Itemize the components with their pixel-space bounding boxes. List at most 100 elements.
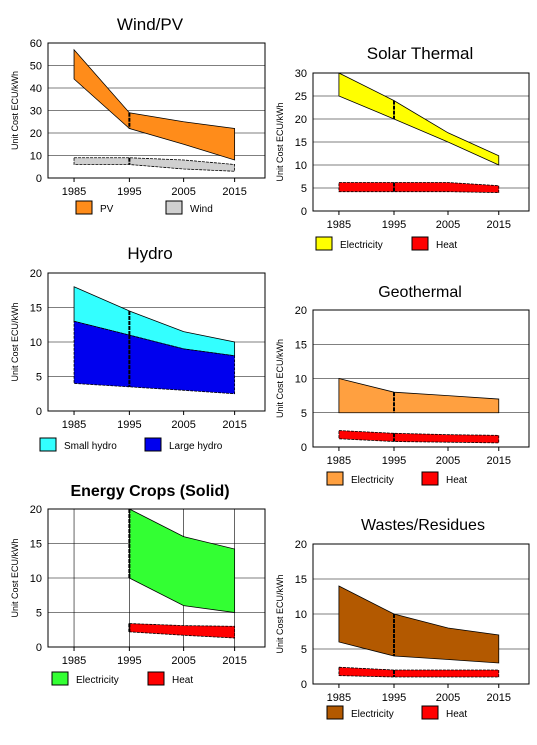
legend-swatch bbox=[421, 705, 439, 720]
y-axis-label: Unit Cost ECU/kWh bbox=[10, 538, 20, 617]
x-tick-label: 2005 bbox=[171, 419, 195, 431]
band-large-hydro bbox=[73, 320, 236, 395]
y-tick-label: 5 bbox=[36, 608, 42, 620]
x-tick-label: 1995 bbox=[117, 419, 141, 431]
x-tick-label: 2005 bbox=[171, 186, 195, 198]
chart-5: Energy Crops (Solid) 0 5 10 15 20 1985 1995 2005… bbox=[10, 483, 266, 686]
y-axis-label: Unit Cost ECU/kWh bbox=[10, 302, 20, 381]
x-tick-label: 2015 bbox=[222, 419, 246, 431]
y-tick-label: 10 bbox=[30, 573, 42, 585]
y-axis-label: Unit Cost ECU/kWh bbox=[275, 102, 285, 181]
y-tick-label: 30 bbox=[30, 106, 42, 118]
y-tick-label: 15 bbox=[295, 137, 307, 149]
legend-label: PV bbox=[100, 204, 114, 215]
y-tick-label: 20 bbox=[30, 128, 42, 140]
x-tick-label: 2015 bbox=[487, 455, 511, 467]
y-tick-label: 15 bbox=[30, 303, 42, 315]
y-tick-label: 5 bbox=[36, 372, 42, 384]
chart-1: Wind/PV 0 10 20 30 40 50 60 1985 1995 2005 2015 Unit… bbox=[10, 15, 266, 215]
x-tick-label: 2005 bbox=[436, 692, 460, 704]
x-tick-label: 1985 bbox=[62, 655, 86, 667]
legend-swatch bbox=[51, 671, 69, 686]
x-tick-label: 2005 bbox=[171, 655, 195, 667]
legend-swatch bbox=[326, 705, 344, 720]
y-tick-label: 15 bbox=[295, 339, 307, 351]
x-tick-label: 1995 bbox=[117, 655, 141, 667]
chart-title: Wastes/Residues bbox=[361, 517, 485, 534]
legend-swatch bbox=[421, 471, 439, 486]
legend-label: Heat bbox=[446, 475, 467, 486]
legend-label: Electricity bbox=[351, 475, 394, 486]
legend-label: Heat bbox=[436, 240, 457, 251]
x-tick-label: 1995 bbox=[382, 219, 406, 231]
legend-label: Wind bbox=[190, 204, 213, 215]
y-tick-label: 10 bbox=[295, 609, 307, 621]
y-tick-label: 40 bbox=[30, 83, 42, 95]
y-tick-label: 5 bbox=[301, 644, 307, 656]
chart-3: Hydro 0 5 10 15 20 1985 1995 2005 2015 Unit Cost E… bbox=[10, 244, 266, 452]
y-tick-label: 10 bbox=[30, 337, 42, 349]
legend-label: Heat bbox=[172, 675, 193, 686]
y-tick-label: 30 bbox=[295, 68, 307, 80]
y-tick-label: 15 bbox=[30, 539, 42, 551]
chart-2: Solar Thermal 0 5 10 15 20 25 30 1985 1995 2005 201… bbox=[275, 44, 530, 251]
y-tick-label: 10 bbox=[295, 374, 307, 386]
x-tick-label: 2005 bbox=[436, 219, 460, 231]
y-tick-label: 0 bbox=[36, 406, 42, 418]
chart-title: Geothermal bbox=[378, 284, 462, 301]
y-tick-label: 20 bbox=[30, 268, 42, 280]
legend-swatch bbox=[411, 236, 429, 251]
band-heat bbox=[338, 182, 500, 194]
y-tick-label: 0 bbox=[36, 173, 42, 185]
y-tick-label: 5 bbox=[301, 183, 307, 195]
chart-title: Wind/PV bbox=[117, 15, 184, 34]
x-tick-label: 1985 bbox=[327, 455, 351, 467]
x-tick-label: 2015 bbox=[487, 692, 511, 704]
y-tick-label: 10 bbox=[295, 160, 307, 172]
y-axis-label: Unit Cost ECU/kWh bbox=[275, 339, 285, 418]
band-pv bbox=[73, 48, 236, 161]
y-tick-label: 20 bbox=[295, 305, 307, 317]
x-tick-label: 1985 bbox=[327, 219, 351, 231]
y-tick-label: 25 bbox=[295, 91, 307, 103]
x-tick-label: 1995 bbox=[382, 692, 406, 704]
legend-swatch bbox=[326, 471, 344, 486]
y-tick-label: 0 bbox=[301, 442, 307, 454]
y-tick-label: 50 bbox=[30, 61, 42, 73]
x-tick-label: 1985 bbox=[62, 419, 86, 431]
legend-label: Small hydro bbox=[64, 441, 117, 452]
chart-title: Energy Crops (Solid) bbox=[70, 483, 229, 500]
chart-title: Hydro bbox=[127, 244, 172, 263]
band-heat bbox=[338, 430, 500, 444]
chart-4: Geothermal 0 5 10 15 20 1985 1995 2005 2015 Unit C… bbox=[275, 284, 530, 486]
legend-label: Electricity bbox=[340, 240, 383, 251]
x-tick-label: 1995 bbox=[117, 186, 141, 198]
x-tick-label: 1985 bbox=[62, 186, 86, 198]
y-tick-label: 15 bbox=[295, 574, 307, 586]
legend-swatch bbox=[315, 236, 333, 251]
x-tick-label: 2015 bbox=[487, 219, 511, 231]
x-tick-label: 1985 bbox=[327, 692, 351, 704]
legend-label: Large hydro bbox=[169, 441, 223, 452]
y-tick-label: 5 bbox=[301, 408, 307, 420]
y-tick-label: 10 bbox=[30, 151, 42, 163]
legend-swatch bbox=[144, 437, 162, 452]
x-tick-label: 2015 bbox=[222, 655, 246, 667]
band-wind bbox=[73, 157, 236, 172]
band-heat bbox=[338, 666, 500, 678]
legend-swatch bbox=[165, 200, 183, 215]
y-axis-label: Unit Cost ECU/kWh bbox=[10, 71, 20, 150]
y-tick-label: 20 bbox=[295, 539, 307, 551]
legend-swatch bbox=[147, 671, 165, 686]
band-electricity bbox=[338, 377, 500, 414]
band-electricity bbox=[338, 585, 500, 664]
legend-label: Electricity bbox=[76, 675, 119, 686]
y-tick-label: 0 bbox=[301, 679, 307, 691]
y-tick-label: 20 bbox=[30, 504, 42, 516]
y-axis-label: Unit Cost ECU/kWh bbox=[275, 574, 285, 653]
y-tick-label: 0 bbox=[301, 206, 307, 218]
y-tick-label: 60 bbox=[30, 38, 42, 50]
chart-title: Solar Thermal bbox=[367, 44, 473, 63]
legend-label: Electricity bbox=[351, 709, 394, 720]
